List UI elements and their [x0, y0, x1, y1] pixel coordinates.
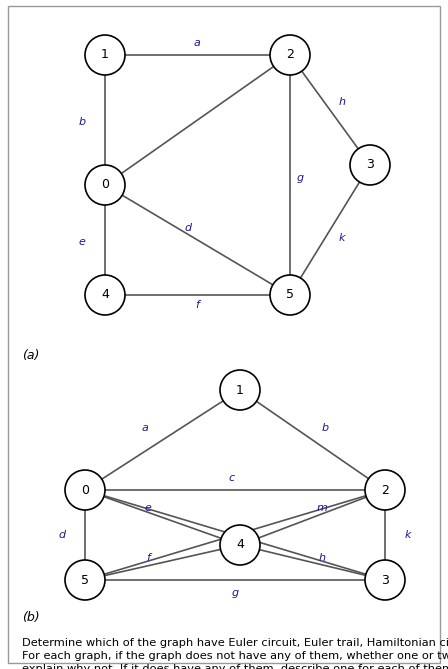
Text: a: a [194, 38, 200, 48]
Text: 2: 2 [381, 484, 389, 496]
Text: e: e [78, 237, 86, 247]
Text: k: k [339, 233, 345, 243]
Text: f: f [146, 553, 150, 563]
Circle shape [365, 470, 405, 510]
Text: For each graph, if the graph does not have any of them, whether one or two of th: For each graph, if the graph does not ha… [22, 651, 448, 661]
Text: 4: 4 [236, 539, 244, 551]
Text: a: a [142, 423, 148, 433]
Text: m: m [317, 503, 327, 513]
Circle shape [85, 35, 125, 75]
Text: 1: 1 [101, 48, 109, 62]
Circle shape [85, 165, 125, 205]
Text: k: k [405, 530, 411, 540]
Text: 3: 3 [381, 573, 389, 587]
Text: 0: 0 [81, 484, 89, 496]
Text: f: f [195, 300, 199, 310]
Text: 5: 5 [81, 573, 89, 587]
Circle shape [65, 470, 105, 510]
Circle shape [365, 560, 405, 600]
Circle shape [220, 370, 260, 410]
Text: e: e [145, 503, 151, 513]
Text: 5: 5 [286, 288, 294, 302]
Circle shape [220, 525, 260, 565]
Text: b: b [321, 423, 328, 433]
Text: 2: 2 [286, 48, 294, 62]
Text: 4: 4 [101, 288, 109, 302]
Text: 3: 3 [366, 159, 374, 171]
Text: 1: 1 [236, 383, 244, 397]
Circle shape [270, 275, 310, 315]
Text: 0: 0 [101, 179, 109, 191]
Text: g: g [232, 588, 239, 598]
Text: d: d [185, 223, 192, 233]
Text: Determine which of the graph have Euler circuit, Euler trail, Hamiltonian circui: Determine which of the graph have Euler … [22, 638, 448, 648]
Text: d: d [58, 530, 65, 540]
Circle shape [350, 145, 390, 185]
Text: c: c [229, 473, 235, 483]
Text: explain why not. If it does have any of them, describe one for each of them.: explain why not. If it does have any of … [22, 664, 448, 669]
Text: b: b [78, 117, 86, 127]
Text: (a): (a) [22, 349, 39, 361]
Text: h: h [339, 97, 345, 107]
Text: g: g [297, 173, 304, 183]
Circle shape [65, 560, 105, 600]
Text: (b): (b) [22, 611, 39, 624]
Circle shape [85, 275, 125, 315]
Circle shape [270, 35, 310, 75]
Text: h: h [319, 553, 326, 563]
